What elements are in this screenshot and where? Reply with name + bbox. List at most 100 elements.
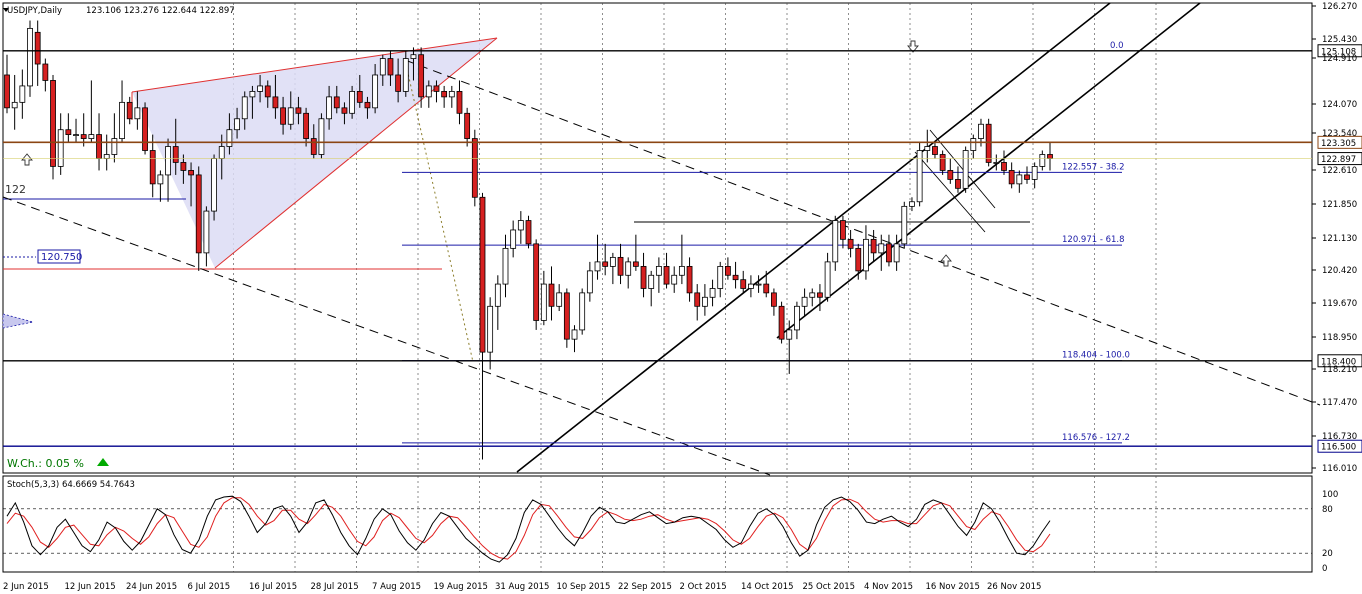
bearish-candle	[433, 85, 440, 92]
stoch-level-label: 0	[1322, 564, 1327, 574]
bearish-candle	[740, 279, 747, 289]
bullish-candle	[809, 292, 816, 298]
date-tick-label: 28 Jul 2015	[311, 582, 359, 592]
bullish-candle	[655, 265, 662, 276]
bullish-candle	[103, 154, 110, 159]
chevron-down-icon	[3, 8, 9, 12]
price-level-tag	[1317, 439, 1362, 453]
price-level-tag	[1317, 135, 1362, 149]
wedge-lower-line	[214, 37, 498, 269]
bullish-candle	[824, 261, 831, 298]
bullish-candle	[794, 305, 800, 331]
bullish-candle	[786, 329, 793, 340]
bullish-candle	[318, 118, 325, 155]
price-tick-label: 120.420	[1322, 266, 1357, 276]
symbol-label: USDJPY,Daily	[7, 6, 62, 16]
bullish-candle	[1016, 174, 1023, 185]
bearish-candle	[387, 58, 394, 76]
dashed-lower-trendline	[2, 196, 771, 476]
bullish-candle	[218, 146, 225, 159]
bearish-candle	[686, 265, 693, 294]
price-level-tag-label: 123.305	[1321, 139, 1356, 149]
channel-lower-line	[776, 2, 1201, 339]
bearish-candle	[126, 101, 133, 120]
price-tick-label: 122.610	[1322, 166, 1357, 176]
bearish-candle	[663, 265, 670, 285]
bullish-candle	[801, 296, 808, 307]
bullish-candle	[510, 229, 517, 249]
bearish-candle	[280, 107, 286, 125]
bullish-candle	[993, 162, 1000, 164]
bullish-candle	[379, 58, 386, 76]
bearish-candle	[1024, 174, 1030, 180]
stoch-level-label: 20	[1322, 549, 1333, 559]
bearish-candle	[548, 283, 555, 307]
bearish-candle	[1008, 170, 1015, 185]
bearish-candle	[1001, 162, 1007, 171]
bullish-candle	[671, 274, 678, 285]
stochastic-panel: 100 80 20 0	[3, 490, 1338, 574]
bullish-candle	[111, 138, 118, 155]
bearish-candle	[333, 96, 340, 109]
bullish-candle	[11, 101, 18, 109]
bullish-candle	[978, 123, 984, 139]
date-tick-label: 12 Jun 2015	[65, 582, 116, 592]
price-tick-label: 123.540	[1322, 129, 1357, 139]
bullish-candle	[878, 243, 885, 254]
left-pointer-icon	[2, 313, 34, 329]
date-tick-label: 19 Aug 2015	[434, 582, 488, 592]
bearish-candle	[847, 238, 854, 249]
bearish-candle	[471, 138, 478, 198]
bearish-candle	[65, 129, 72, 135]
bullish-candle	[226, 129, 233, 147]
price-tick-label: 118.210	[1322, 365, 1357, 375]
bearish-candle	[456, 91, 463, 114]
down-arrow-icon	[907, 40, 919, 53]
bullish-candle	[586, 270, 593, 294]
bearish-candle	[149, 150, 156, 185]
bearish-candle	[886, 243, 892, 263]
bullish-candle	[648, 274, 655, 289]
price-level-tag-label: 116.500	[1321, 443, 1356, 453]
bearish-candle	[188, 170, 194, 176]
bullish-candle	[448, 91, 455, 98]
bearish-candle	[464, 112, 471, 139]
bullish-candle	[88, 134, 95, 139]
bullish-candle	[540, 283, 547, 321]
bearish-candle	[341, 107, 348, 114]
channel-upper-line	[516, 2, 1111, 473]
date-tick-label: 24 Jun 2015	[126, 582, 177, 592]
stoch-main-line	[6, 495, 1051, 563]
price-level-tag	[1317, 354, 1362, 368]
stochastic-title: Stoch(5,3,3) 64.6669 54.7643	[7, 480, 135, 490]
bullish-candle	[893, 243, 900, 263]
bullish-candle	[970, 138, 977, 151]
bearish-candle	[195, 174, 202, 254]
fibonacci-label: 116.576 - 127.2	[1062, 433, 1130, 443]
price-tick-label: 124.910	[1322, 54, 1357, 64]
bearish-candle	[771, 292, 777, 307]
fibonacci-label: 120.971 - 61.8	[1062, 235, 1125, 245]
price-tick-label: 125.430	[1322, 35, 1357, 45]
bullish-candle	[257, 85, 263, 92]
bullish-candle	[494, 283, 501, 307]
bullish-candle	[709, 288, 716, 298]
bearish-candle	[955, 178, 961, 189]
up-arrow-icon	[940, 254, 952, 267]
bearish-candle	[441, 91, 448, 98]
bullish-candle	[832, 220, 839, 263]
price-level-tag	[1317, 152, 1362, 166]
date-tick-label: 7 Aug 2015	[372, 582, 421, 592]
bearish-candle	[763, 283, 770, 294]
price-level-tag-label: 122.897	[1321, 155, 1356, 165]
bullish-candle	[909, 201, 915, 207]
bearish-candle	[817, 292, 823, 298]
bearish-candle	[533, 243, 540, 321]
annotation-box	[37, 249, 81, 264]
bullish-candle	[1039, 154, 1046, 167]
bullish-candle	[625, 261, 632, 276]
bearish-candle	[295, 107, 302, 114]
date-tick-label: 14 Oct 2015	[741, 582, 794, 592]
bearish-candle	[96, 134, 102, 159]
